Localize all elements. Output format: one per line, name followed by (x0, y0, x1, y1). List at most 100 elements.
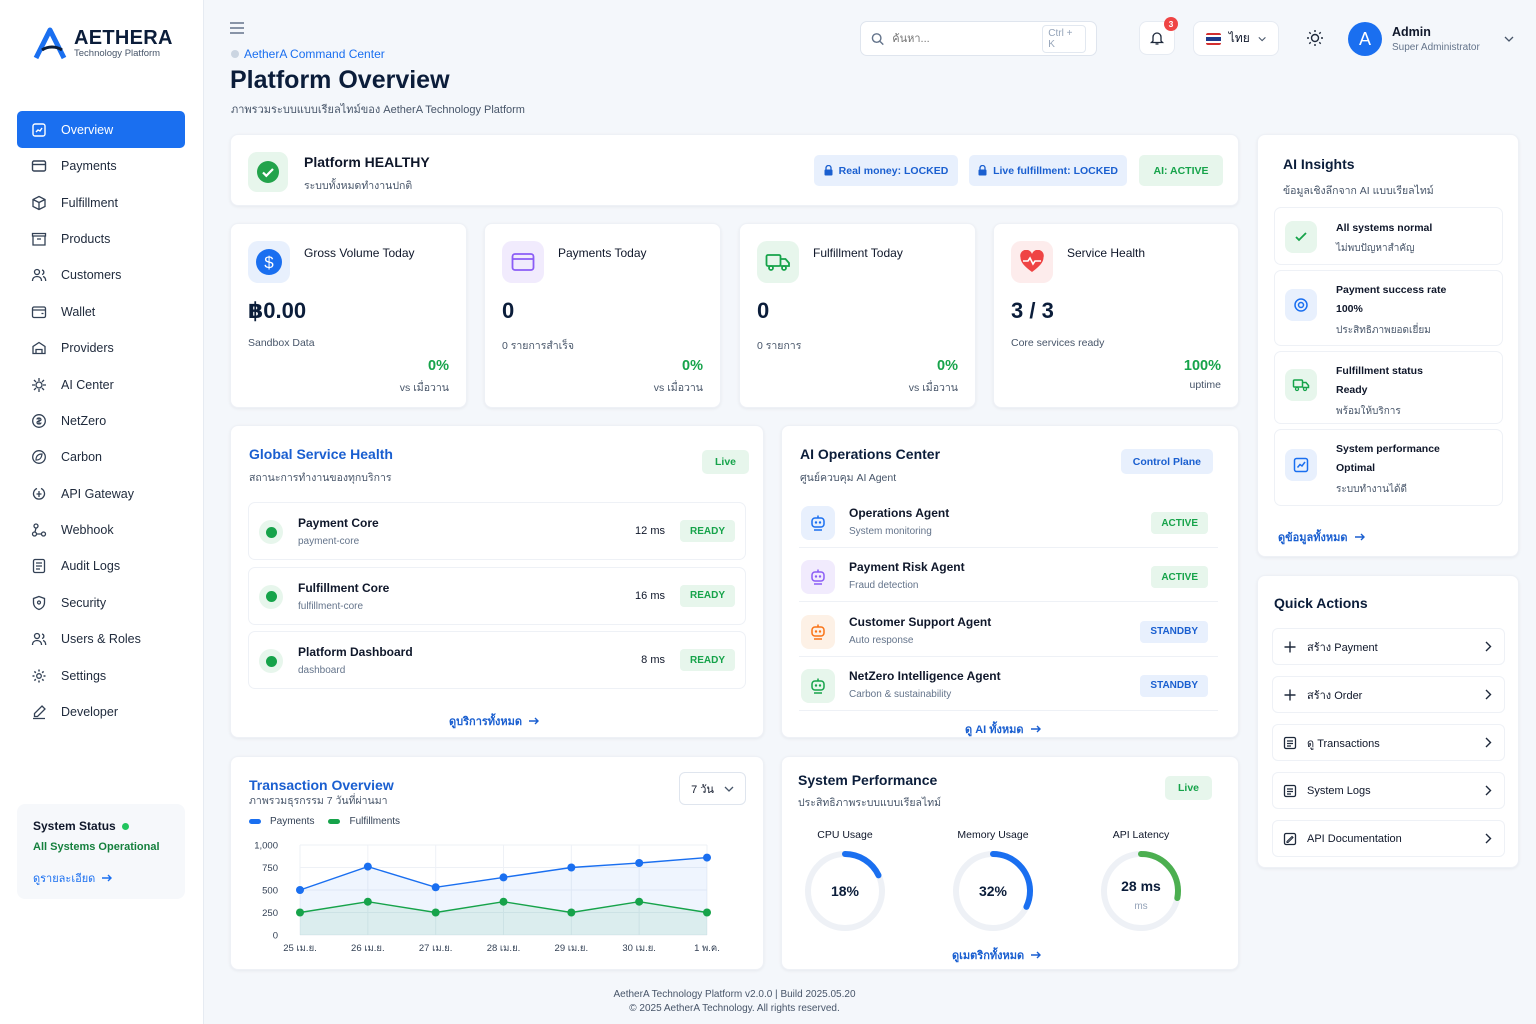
user-name: Admin (1392, 25, 1431, 39)
logo[interactable]: AETHERA Technology Platform (32, 26, 173, 62)
section-title: Quick Actions (1274, 595, 1368, 611)
view-all-services-link[interactable]: ดูบริการทั้งหมด (449, 712, 540, 730)
insight-item[interactable]: Payment success rate 100% ประสิทธิภาพยอดเย… (1274, 270, 1503, 346)
ai-operations-card: AI Operations Center ศูนย์ควบคุม AI Agen… (781, 425, 1239, 738)
agent-row[interactable]: Customer Support Agent Auto response STAND… (799, 607, 1218, 657)
menu-icon[interactable] (230, 22, 244, 34)
data-point-fulfillments (431, 908, 440, 917)
insight-subtitle: ประสิทธิภาพยอดเยี่ยม (1336, 325, 1431, 336)
range-select[interactable]: 7 วัน (679, 772, 746, 805)
sidebar-item-overview[interactable]: Overview (17, 111, 185, 148)
kpi-change: 100% (1183, 358, 1221, 374)
sidebar-item-webhook[interactable]: Webhook (17, 512, 185, 548)
service-id: fulfillment-core (298, 600, 364, 612)
view-all-metrics-link[interactable]: ดูเมตริกทั้งหมด (952, 946, 1042, 964)
sidebar-item-label: Carbon (61, 450, 102, 465)
service-latency: 12 ms (635, 525, 665, 537)
audit-logs-icon (32, 559, 46, 574)
sidebar-item-label: Security (61, 595, 107, 610)
lock-icon (824, 165, 833, 176)
sidebar-item-users-roles[interactable]: Users & Roles (17, 621, 185, 657)
insight-item[interactable]: Fulfillment status Ready พร้อมให้บริการ (1274, 351, 1503, 424)
range-label: 7 วัน (691, 783, 714, 796)
sidebar-item-ai-center[interactable]: AI Center (17, 366, 185, 402)
search-box[interactable]: Ctrl + K (860, 21, 1097, 56)
service-id: dashboard (298, 665, 346, 676)
service-row[interactable]: Fulfillment Core fulfillment-core 16 ms REA… (248, 566, 746, 625)
page-title: Platform Overview (230, 66, 450, 94)
arrow-right-icon (102, 874, 113, 882)
sun-icon (1307, 30, 1323, 46)
breadcrumb[interactable]: AetherA Command Center (231, 47, 385, 61)
agent-row[interactable]: Operations Agent System monitoring ACTIVE (799, 498, 1218, 548)
sidebar-item-products[interactable]: Products (17, 221, 185, 257)
notifications-button[interactable]: 3 (1139, 17, 1178, 55)
kpi-sub: Core services ready (1011, 337, 1105, 349)
section-subtitle: สถานะการทำงานของทุกบริการ (249, 472, 392, 484)
status-badge: ACTIVE (1151, 512, 1208, 534)
transaction-chart: 0 250 500 750 1,000 25 เม.ย. 26 เม.ย. 27 เม.ย. 2… (254, 841, 720, 955)
sidebar-item-api-gateway[interactable]: API Gateway (17, 476, 185, 512)
status-badge: STANDBY (1140, 674, 1208, 697)
cpu-usage-label: CPU Usage (817, 829, 873, 841)
sidebar-item-fulfillment[interactable]: Fulfillment (17, 184, 185, 220)
carbon-icon (32, 450, 46, 465)
y-tick-label: 1,000 (254, 841, 278, 852)
card-icon (502, 241, 544, 283)
insight-item[interactable]: System performance Optimal ระบบทำงานได้ดี (1274, 429, 1503, 506)
sidebar-item-providers[interactable]: Providers (17, 330, 185, 366)
service-row[interactable]: Payment Core payment-core 12 ms READY (248, 502, 746, 560)
agent-description: Fraud detection (849, 580, 919, 592)
system-status-link[interactable]: ดูรายละเอียด (33, 869, 169, 887)
arrow-right-icon (1030, 725, 1041, 733)
data-point-payments (703, 853, 711, 862)
insight-title: Payment success rate (1336, 284, 1447, 296)
view-all-services-label: ดูบริการทั้งหมด (449, 716, 523, 728)
quick-action-5[interactable]: API Documentation (1272, 820, 1505, 857)
user-menu[interactable]: A Admin Super Administrator (1348, 22, 1514, 56)
quick-action-1[interactable]: สร้าง Payment (1272, 628, 1505, 665)
insight-item[interactable]: All systems normal ไม่พบปัญหาสำคัญ (1274, 207, 1503, 265)
kpi-change: 0% (682, 358, 703, 374)
sidebar-item-security[interactable]: Security (17, 585, 185, 621)
agent-row[interactable]: Payment Risk Agent Fraud detection ACTIVE (799, 552, 1218, 603)
view-all-insights-link[interactable]: ดูข้อมูลทั้งหมด (1278, 528, 1366, 546)
arrow-right-icon (1354, 533, 1365, 541)
chart-icon (1285, 448, 1317, 481)
control-plane-button[interactable]: Control Plane (1120, 449, 1213, 474)
sidebar-item-payments[interactable]: Payments (17, 148, 185, 184)
quick-action-4[interactable]: System Logs (1272, 772, 1505, 809)
quick-action-2[interactable]: สร้าง Order (1272, 676, 1505, 713)
ai-center-icon (32, 377, 46, 392)
search-input[interactable] (892, 32, 1035, 45)
gauge-value: 28 ms (1121, 878, 1161, 894)
sidebar-item-customers[interactable]: Customers (17, 257, 185, 293)
sidebar-item-wallet[interactable]: Wallet (17, 294, 185, 330)
sidebar-item-label: Products (61, 231, 111, 246)
theme-toggle-button[interactable] (1297, 21, 1333, 55)
sidebar-item-settings[interactable]: Settings (17, 657, 185, 693)
view-all-metrics-label: ดูเมตริกทั้งหมด (952, 950, 1025, 962)
service-row[interactable]: Platform Dashboard dashboard 8 ms READY (248, 631, 746, 689)
view-all-ai-label: ดู AI ทั้งหมด (965, 724, 1024, 736)
insight-title: System performance (1336, 443, 1440, 455)
sidebar-item-developer[interactable]: Developer (17, 694, 185, 730)
quick-action-3[interactable]: ดู Transactions (1272, 724, 1505, 761)
agent-row[interactable]: NetZero Intelligence Agent Carbon & susta… (799, 661, 1218, 711)
section-title: AI Insights (1283, 156, 1355, 172)
sidebar-item-netzero[interactable]: NetZero (17, 403, 185, 439)
plus-icon (1284, 689, 1296, 700)
sidebar-item-carbon[interactable]: Carbon (17, 439, 185, 475)
chevron-right-icon (1485, 833, 1492, 844)
sidebar-item-audit-logs[interactable]: Audit Logs (17, 548, 185, 584)
section-title: System Performance (798, 772, 938, 788)
kpi-value: ฿0.00 (248, 298, 307, 323)
kpi-label: Payments Today (558, 246, 647, 260)
page-subtitle: ภาพรวมระบบแบบเรียลไทม์ของ AetherA Techno… (231, 104, 525, 116)
settings-icon (32, 669, 46, 683)
gauge-value: 32% (979, 883, 1008, 899)
language-select[interactable]: ไทย (1193, 21, 1279, 56)
quick-action-label: System Logs (1307, 784, 1371, 797)
gauge-arc (1101, 851, 1181, 931)
view-all-ai-link[interactable]: ดู AI ทั้งหมด (965, 720, 1042, 738)
